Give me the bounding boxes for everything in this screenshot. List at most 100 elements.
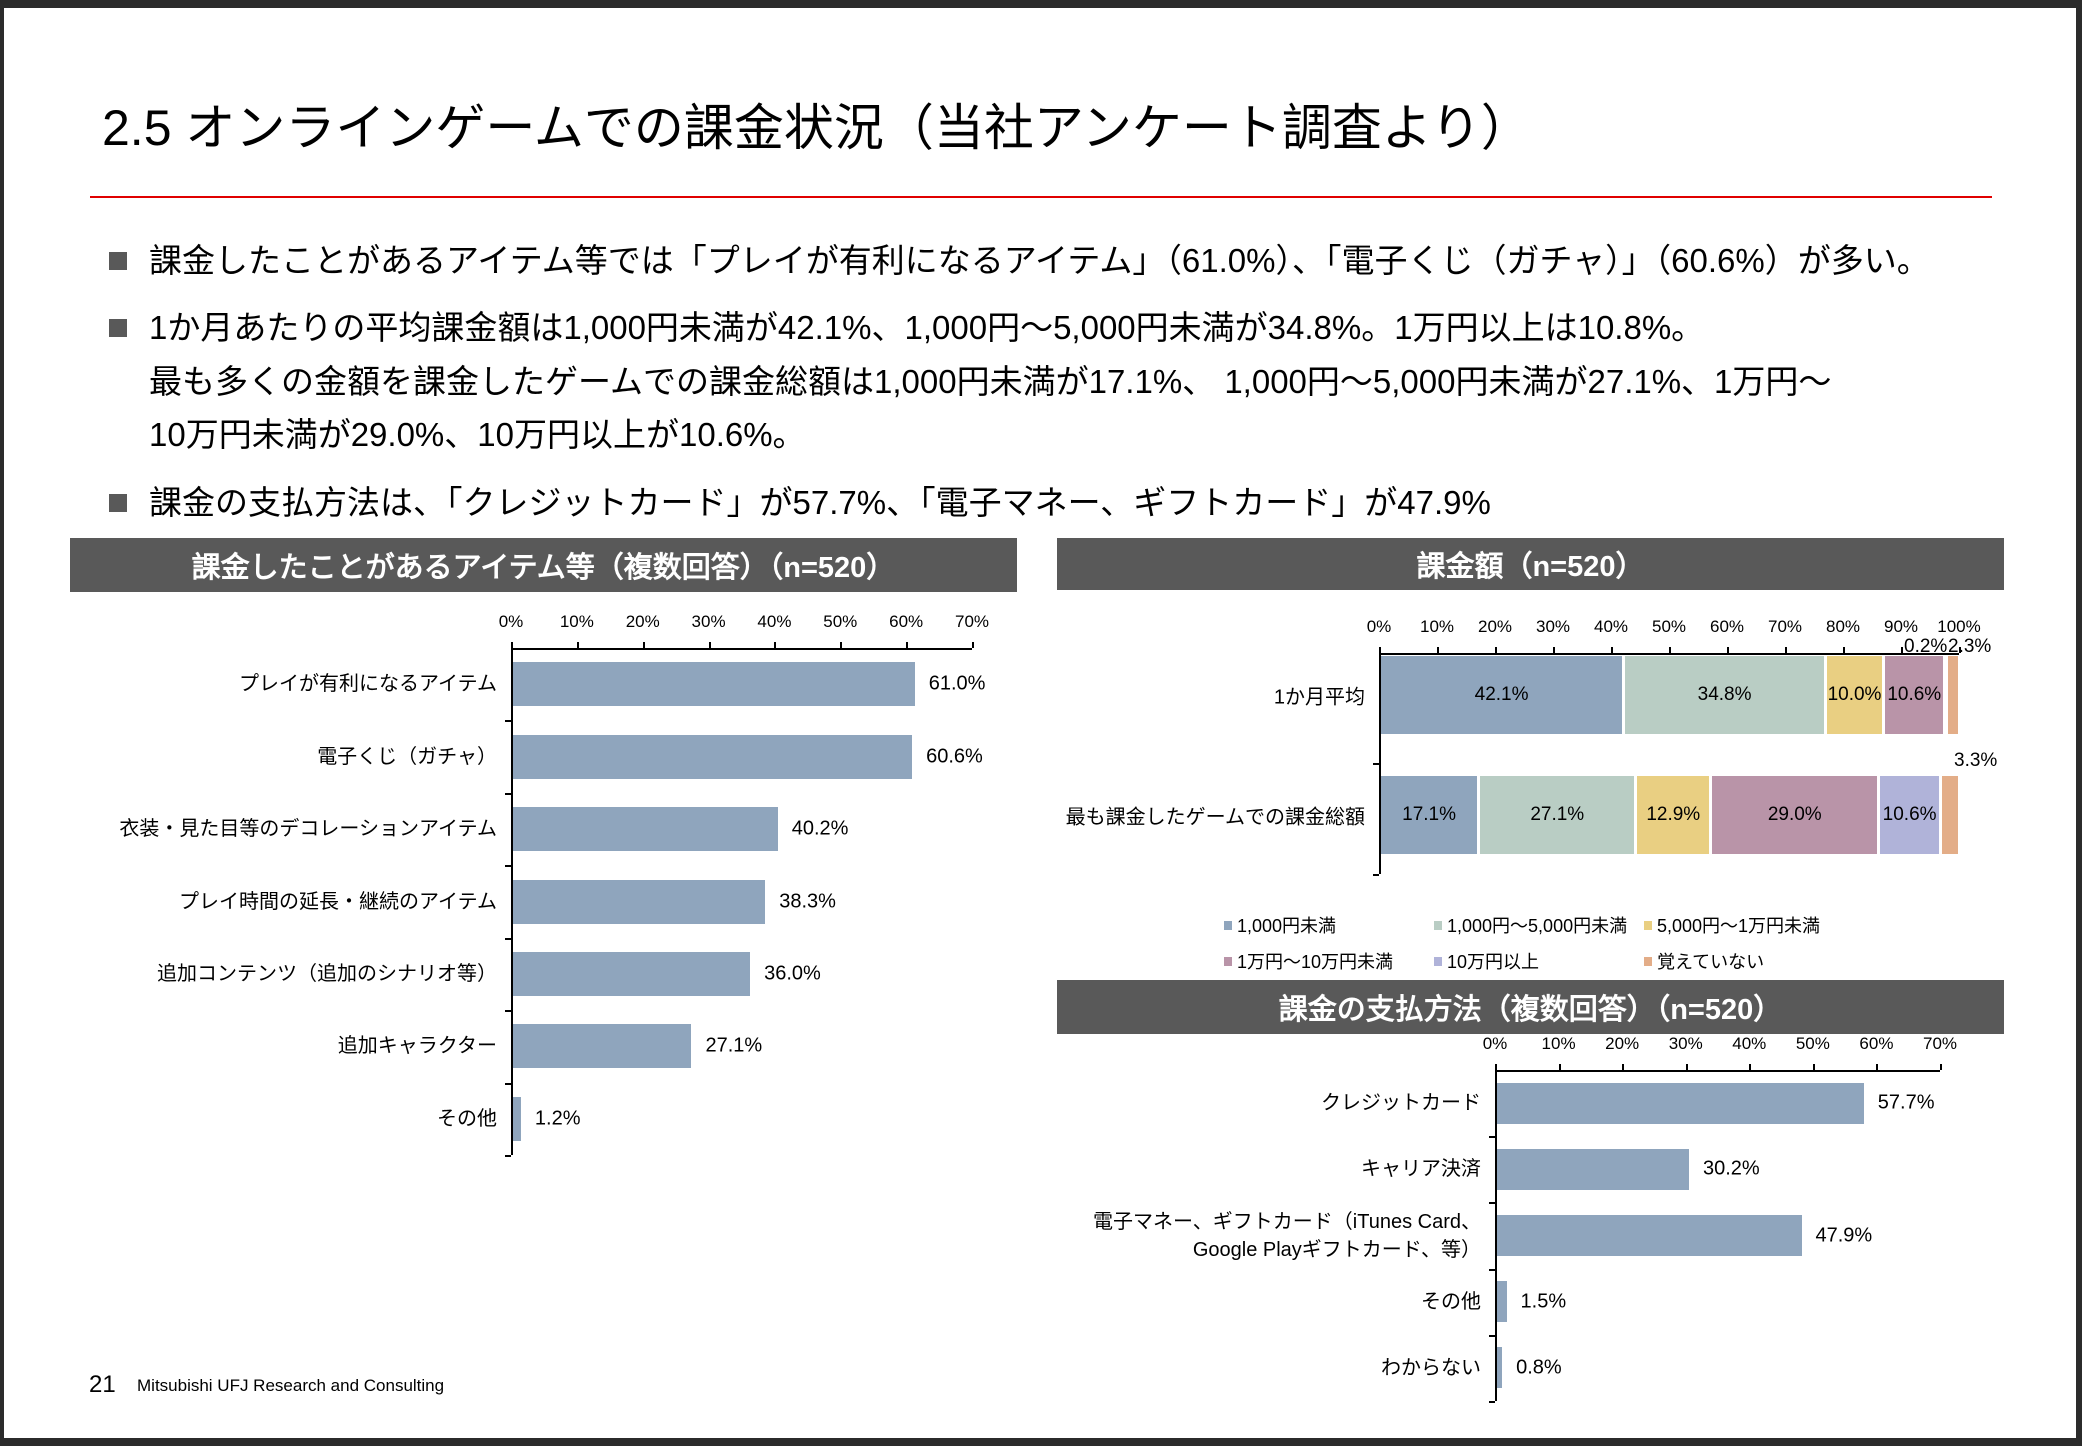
value-label: 1.2% bbox=[534, 1107, 581, 1130]
value-label: 60.6% bbox=[926, 745, 983, 768]
x-tick-label: 70% bbox=[954, 612, 990, 631]
chart-amount-header: 課金額（n=520） bbox=[1057, 538, 2004, 590]
category-label: 衣装・見た目等のデコレーションアイテム bbox=[119, 818, 497, 841]
category-label: 追加コンテンツ（追加のシナリオ等） bbox=[157, 962, 497, 985]
category-label: 電子くじ（ガチャ） bbox=[317, 745, 497, 768]
chart-payment-header: 課金の支払方法（複数回答）（n=520） bbox=[1057, 980, 2004, 1034]
bullet-square-icon bbox=[109, 319, 127, 337]
x-axis-line bbox=[511, 648, 972, 650]
x-tick-label: 10% bbox=[1541, 1034, 1576, 1053]
category-label: 最も課金したゲームでの課金総額 bbox=[1065, 806, 1365, 829]
y-tick bbox=[1373, 874, 1379, 876]
slide-title: 2.5 オンラインゲームでの課金状況（当社アンケート調査より） bbox=[102, 100, 1531, 156]
x-tick-label: 30% bbox=[1668, 1034, 1703, 1053]
x-tick bbox=[642, 642, 645, 648]
legend-item: 覚えていない bbox=[1644, 948, 1764, 974]
y-tick bbox=[1489, 1334, 1495, 1337]
bar-segment: 34.8% bbox=[1625, 656, 1827, 734]
x-tick bbox=[774, 642, 777, 648]
x-tick-label: 40% bbox=[757, 612, 792, 631]
x-tick-label: 20% bbox=[1605, 1034, 1640, 1053]
value-label: 27.1% bbox=[705, 1034, 763, 1057]
bar bbox=[513, 807, 778, 852]
x-tick bbox=[1553, 647, 1555, 653]
bar-segment: 12.9% bbox=[1637, 776, 1713, 854]
x-tick bbox=[1812, 1064, 1815, 1070]
legend-label: 覚えていない bbox=[1657, 952, 1765, 972]
bar bbox=[1497, 1281, 1507, 1323]
x-axis-line bbox=[1495, 1070, 1940, 1072]
y-axis-line bbox=[511, 648, 513, 1155]
y-tick bbox=[505, 720, 511, 723]
x-tick-label: 40% bbox=[1593, 617, 1629, 636]
y-tick bbox=[1489, 1401, 1495, 1403]
x-tick-label: 50% bbox=[1651, 617, 1687, 636]
y-axis-line bbox=[1379, 653, 1381, 874]
x-tick bbox=[1749, 1064, 1752, 1070]
legend-label: 1,000円未満 bbox=[1237, 916, 1337, 936]
x-tick bbox=[1685, 1064, 1688, 1070]
value-label: 57.7% bbox=[1877, 1091, 1935, 1114]
x-tick bbox=[1959, 647, 1961, 653]
x-tick-label: 0% bbox=[498, 612, 524, 631]
category-label: 電子マネー、ギフトカード（iTunes Card、 Google Playギフト… bbox=[1093, 1210, 1481, 1261]
x-tick-label: 60% bbox=[1709, 617, 1745, 636]
bar-segment: 10.0% bbox=[1827, 656, 1886, 734]
x-tick-label: 50% bbox=[823, 612, 858, 631]
x-tick-label: 10% bbox=[559, 612, 594, 631]
bar bbox=[513, 879, 766, 924]
bar-segment: 10.6% bbox=[1880, 776, 1942, 854]
value-label: 30.2% bbox=[1702, 1157, 1760, 1180]
legend-label: 1,000円～5,000円未満 bbox=[1447, 916, 1628, 936]
value-label: 2.3% bbox=[1948, 636, 1992, 657]
y-tick bbox=[1489, 1268, 1495, 1271]
x-tick-label: 0% bbox=[1482, 1034, 1508, 1053]
x-tick-label: 60% bbox=[1859, 1034, 1894, 1053]
chart-items-header: 課金したことがあるアイテム等（複数回答）（n=520） bbox=[70, 538, 1017, 592]
x-tick bbox=[511, 642, 513, 648]
x-tick-label: 100% bbox=[1937, 617, 1981, 636]
legend-swatch bbox=[1224, 920, 1232, 930]
x-tick-label: 30% bbox=[1535, 617, 1571, 636]
bar-segment: 27.1% bbox=[1480, 776, 1638, 854]
y-tick bbox=[505, 1082, 511, 1085]
legend-label: 10万円以上 bbox=[1447, 952, 1540, 972]
bullet-square-icon bbox=[109, 252, 127, 270]
value-label: 61.0% bbox=[928, 672, 986, 695]
bar bbox=[513, 734, 913, 779]
category-label: プレイ時間の延長・継続のアイテム bbox=[179, 890, 497, 913]
x-tick bbox=[1876, 1064, 1879, 1070]
legend-swatch bbox=[1434, 920, 1442, 930]
bar-segment: 17.1% bbox=[1381, 776, 1481, 854]
x-tick-label: 0% bbox=[1366, 617, 1392, 636]
category-label: わからない bbox=[1381, 1356, 1481, 1379]
x-tick bbox=[576, 642, 579, 648]
value-label: 40.2% bbox=[791, 817, 849, 840]
bar bbox=[1497, 1347, 1503, 1389]
x-tick-label: 70% bbox=[1922, 1034, 1958, 1053]
x-tick bbox=[1495, 1064, 1497, 1070]
category-label: プレイが有利になるアイテム bbox=[239, 673, 497, 696]
y-tick bbox=[505, 1010, 511, 1013]
bar-segment bbox=[1941, 776, 1961, 854]
x-axis-line bbox=[1379, 653, 1959, 655]
bar bbox=[1497, 1082, 1864, 1124]
page-number: 21 bbox=[89, 1371, 116, 1398]
legend-swatch bbox=[1224, 956, 1232, 966]
x-tick bbox=[1379, 647, 1381, 653]
y-tick bbox=[1373, 763, 1379, 765]
legend-swatch bbox=[1434, 956, 1442, 966]
footer-organization: Mitsubishi UFJ Research and Consulting bbox=[137, 1376, 445, 1395]
x-tick bbox=[1437, 647, 1439, 653]
legend-label: 5,000円～1万円未満 bbox=[1657, 916, 1821, 936]
title-divider bbox=[90, 196, 1992, 198]
legend-label: 1万円～10万円未満 bbox=[1237, 952, 1394, 972]
x-tick bbox=[972, 642, 974, 648]
value-label: 3.3% bbox=[1954, 750, 1998, 771]
x-tick bbox=[1901, 647, 1903, 653]
bar-segment: 10.6% bbox=[1885, 656, 1947, 734]
x-tick bbox=[1669, 647, 1671, 653]
y-tick bbox=[505, 937, 511, 940]
value-label: 38.3% bbox=[779, 890, 836, 912]
x-tick bbox=[1611, 647, 1613, 653]
